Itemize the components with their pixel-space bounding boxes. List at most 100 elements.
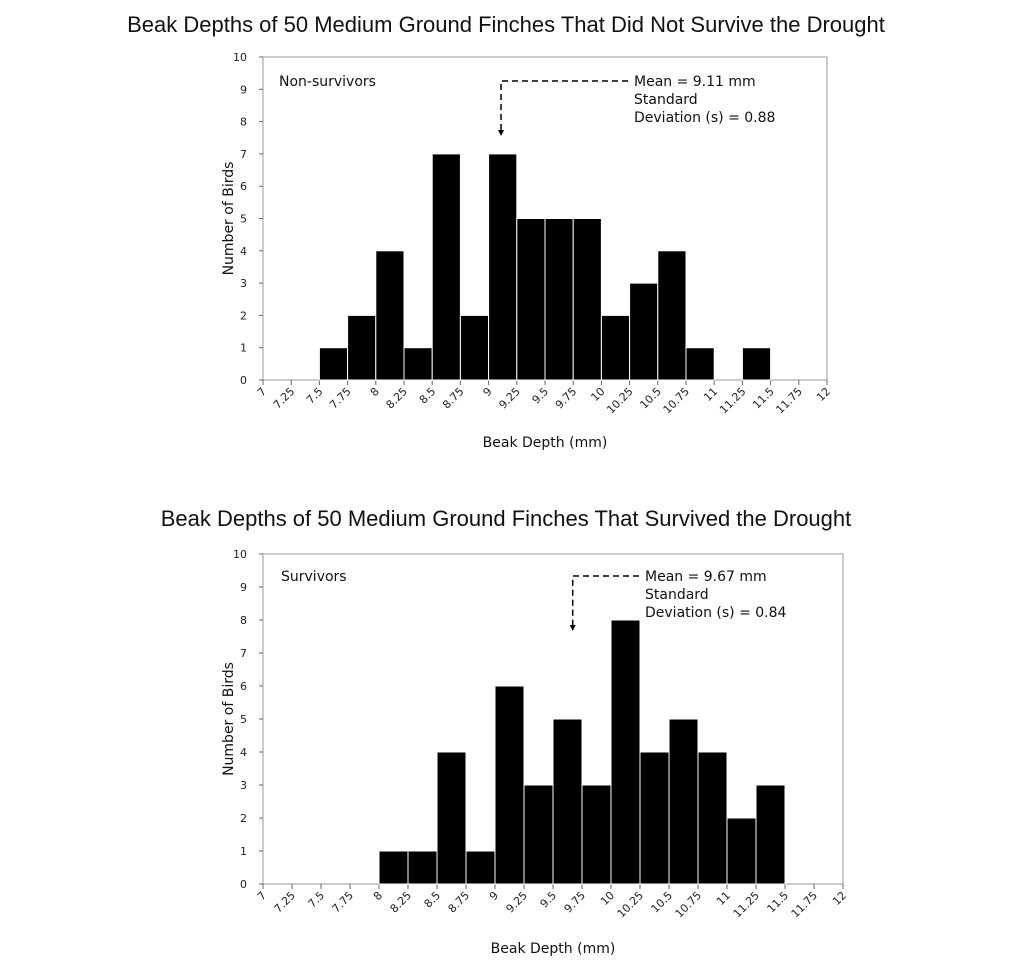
y-axis-label: Number of Birds (221, 162, 237, 276)
y-tick-label: 3 (240, 277, 247, 290)
x-tick-label: 7.25 (272, 889, 299, 916)
x-tick-label: 12 (830, 889, 849, 908)
y-tick-label: 1 (240, 342, 247, 355)
x-axis-label: Beak Depth (mm) (483, 435, 608, 451)
bar-9 (488, 153, 518, 381)
x-tick-label: 9.25 (496, 385, 523, 412)
x-tick-label: 9 (481, 385, 495, 399)
x-tick-label: 10.25 (604, 385, 635, 416)
x-tick-label: 8.5 (422, 889, 444, 911)
x-tick-label: 10.75 (673, 889, 704, 920)
bar-10 (600, 314, 631, 381)
x-tick-label: 10 (588, 385, 607, 404)
bar-10 (610, 619, 641, 885)
x-tick-label: 11.25 (717, 385, 748, 416)
bar-10.25 (629, 282, 659, 381)
y-tick-label: 10 (233, 548, 247, 561)
bar-9 (494, 685, 525, 885)
x-tick-label: 9.75 (553, 385, 580, 412)
y-tick-label: 9 (240, 83, 247, 96)
x-tick-label: 7.5 (306, 889, 328, 911)
bar-11.25 (755, 784, 786, 885)
y-tick-label: 6 (240, 680, 247, 693)
bar-7.5 (318, 347, 349, 381)
bar-10.5 (668, 718, 699, 885)
bar-10.75 (685, 347, 715, 381)
y-tick-label: 0 (240, 878, 247, 891)
y-tick-label: 6 (240, 180, 247, 193)
mean-pointer-line (500, 80, 628, 130)
x-tick-label: 7.75 (330, 889, 357, 916)
x-tick-label: 10.5 (649, 889, 676, 916)
chart-title: Beak Depths of 50 Medium Ground Finches … (127, 12, 885, 37)
y-tick-label: 9 (240, 581, 247, 594)
x-tick-label: 11.75 (789, 889, 820, 920)
x-tick-label: 8.5 (417, 385, 439, 407)
x-tick-label: 7 (255, 385, 269, 399)
y-tick-label: 3 (240, 779, 247, 792)
bar-11 (726, 817, 757, 885)
annotation-line: Standard (645, 587, 709, 603)
x-tick-label: 7.25 (271, 385, 298, 412)
bar-9.75 (581, 784, 612, 885)
mean-arrow-icon (498, 130, 505, 136)
y-tick-label: 8 (240, 614, 247, 627)
bar-8.75 (459, 314, 490, 381)
bar-8 (378, 850, 409, 885)
y-tick-label: 5 (240, 213, 247, 226)
bar-8 (375, 250, 405, 381)
y-tick-label: 4 (240, 245, 247, 258)
x-tick-label: 8.75 (446, 889, 473, 916)
chart-title: Beak Depths of 50 Medium Ground Finches … (161, 506, 852, 531)
x-tick-label: 8.25 (388, 889, 415, 916)
bar-7.75 (347, 314, 377, 381)
x-tick-label: 8 (371, 889, 385, 903)
annotation-line: Mean = 9.67 mm (645, 569, 767, 585)
mean-pointer-line (571, 575, 639, 625)
annotation-line: Mean = 9.11 mm (634, 74, 756, 90)
bar-9.5 (544, 218, 574, 381)
y-tick-label: 7 (240, 148, 247, 161)
x-tick-label: 11 (701, 385, 720, 404)
x-tick-label: 11.5 (765, 889, 792, 916)
annotation-line: Standard (634, 92, 698, 108)
y-tick-label: 0 (240, 374, 247, 387)
x-tick-label: 7.75 (327, 385, 354, 412)
annotation-line: Deviation (s) = 0.84 (645, 605, 787, 621)
y-tick-label: 10 (233, 51, 247, 64)
bar-8.25 (403, 347, 433, 381)
x-tick-label: 8.75 (440, 385, 467, 412)
bar-11.25 (741, 347, 772, 381)
bar-10.5 (657, 250, 687, 381)
bar-9.25 (516, 218, 546, 381)
x-tick-label: 10.25 (615, 889, 646, 920)
y-tick-label: 7 (240, 647, 247, 660)
bar-9.75 (572, 218, 602, 381)
panel-label: Survivors (281, 569, 347, 585)
chart-survivors: Beak Depths of 50 Medium Ground Finches … (161, 506, 852, 957)
x-tick-label: 8.25 (384, 385, 411, 412)
x-tick-label: 9.75 (562, 889, 589, 916)
x-tick-label: 11 (714, 889, 733, 908)
x-tick-label: 9 (487, 889, 501, 903)
x-tick-label: 10.75 (661, 385, 692, 416)
bar-9.25 (523, 784, 554, 885)
mean-arrow-icon (569, 625, 576, 631)
y-tick-label: 1 (240, 845, 247, 858)
y-tick-label: 5 (240, 713, 247, 726)
y-tick-label: 2 (240, 812, 247, 825)
y-tick-label: 4 (240, 746, 247, 759)
x-tick-label: 10 (598, 889, 617, 908)
bar-8.25 (407, 850, 438, 885)
x-tick-label: 11.75 (773, 385, 804, 416)
y-tick-label: 2 (240, 309, 247, 322)
x-tick-label: 9.25 (504, 889, 531, 916)
annotation-line: Deviation (s) = 0.88 (634, 110, 775, 126)
x-axis-label: Beak Depth (mm) (491, 941, 616, 957)
x-tick-label: 11.25 (731, 889, 762, 920)
bar-8.5 (436, 751, 467, 885)
x-tick-label: 7 (255, 889, 269, 903)
x-tick-label: 12 (814, 385, 833, 404)
bar-8.75 (465, 850, 496, 885)
